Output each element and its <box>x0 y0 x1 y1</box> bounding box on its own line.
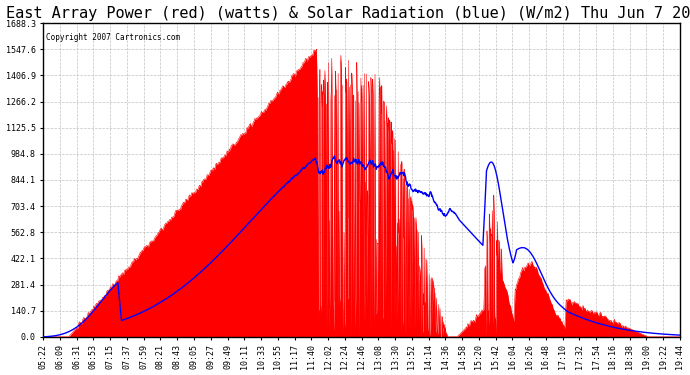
Title: East Array Power (red) (watts) & Solar Radiation (blue) (W/m2) Thu Jun 7 20:18: East Array Power (red) (watts) & Solar R… <box>6 6 690 21</box>
Text: Copyright 2007 Cartronics.com: Copyright 2007 Cartronics.com <box>46 33 181 42</box>
